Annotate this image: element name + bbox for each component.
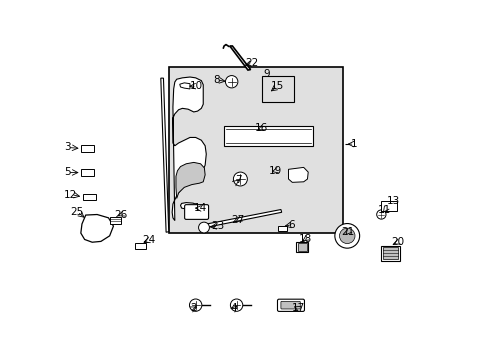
Text: 27: 27 (231, 215, 244, 225)
Bar (135, 243, 145, 249)
Polygon shape (176, 162, 205, 198)
Text: 1: 1 (350, 139, 357, 149)
Bar (262, 76, 294, 102)
Text: 8: 8 (213, 75, 220, 85)
Text: 14: 14 (193, 203, 206, 213)
Bar (380, 201, 396, 211)
Bar (383, 247, 397, 259)
Text: 13: 13 (386, 196, 400, 206)
Text: 6: 6 (288, 220, 295, 230)
Bar (81, 169, 94, 176)
Circle shape (334, 224, 359, 248)
Text: 22: 22 (245, 58, 259, 68)
Text: 26: 26 (114, 210, 127, 220)
Bar (277, 226, 286, 231)
Text: 7: 7 (234, 175, 241, 185)
Bar (296, 242, 307, 252)
Bar (381, 246, 399, 261)
Text: 9: 9 (263, 69, 269, 79)
Text: 5: 5 (64, 167, 71, 177)
Text: 4: 4 (230, 303, 237, 314)
Text: 3: 3 (64, 143, 71, 152)
Text: 16: 16 (255, 123, 268, 133)
Circle shape (230, 299, 243, 311)
Polygon shape (206, 210, 281, 227)
Bar (169, 67, 343, 233)
Text: 20: 20 (390, 237, 403, 247)
Text: 11: 11 (377, 205, 390, 215)
Text: 10: 10 (190, 81, 203, 91)
Circle shape (339, 228, 354, 244)
FancyBboxPatch shape (280, 301, 300, 309)
Text: 24: 24 (142, 235, 156, 245)
Text: 21: 21 (341, 227, 354, 237)
Text: 12: 12 (64, 190, 77, 199)
Text: 17: 17 (291, 303, 304, 314)
Bar (224, 126, 312, 146)
Text: 23: 23 (210, 221, 224, 231)
Circle shape (225, 76, 237, 88)
Bar (110, 217, 121, 224)
Circle shape (233, 172, 247, 186)
Polygon shape (180, 203, 197, 210)
Bar (83, 194, 96, 201)
FancyBboxPatch shape (277, 299, 304, 311)
Polygon shape (288, 167, 307, 183)
Circle shape (198, 222, 209, 233)
Polygon shape (172, 77, 206, 221)
Text: 15: 15 (270, 81, 283, 91)
Text: 25: 25 (70, 207, 83, 217)
Polygon shape (229, 46, 250, 70)
Text: 2: 2 (190, 303, 196, 314)
Text: 18: 18 (299, 234, 312, 244)
Polygon shape (161, 78, 168, 232)
Polygon shape (81, 215, 113, 242)
Text: 19: 19 (268, 166, 282, 176)
FancyBboxPatch shape (184, 204, 208, 219)
Polygon shape (180, 83, 190, 89)
Bar (297, 243, 306, 251)
Bar (81, 145, 94, 152)
Circle shape (189, 299, 202, 311)
Circle shape (376, 210, 385, 219)
